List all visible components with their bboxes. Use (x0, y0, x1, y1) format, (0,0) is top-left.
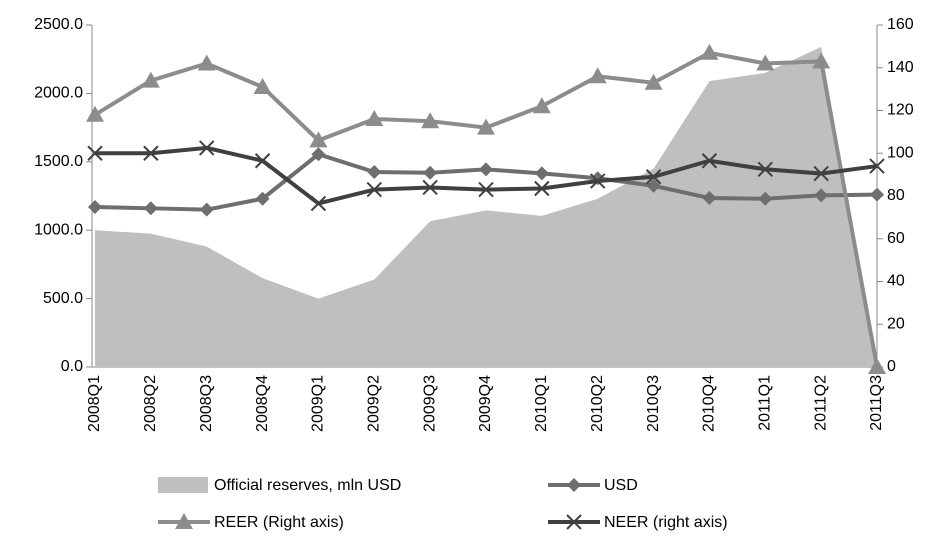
marker (479, 162, 493, 177)
marker (309, 131, 328, 148)
y-tick-label: 2000.0 (34, 85, 83, 102)
x-tick-label: 2008Q4 (254, 375, 271, 432)
marker (255, 191, 270, 206)
marker (588, 67, 607, 84)
marker (197, 54, 216, 71)
y2-tick-label: 140 (887, 59, 914, 76)
y-tick-label: 0.0 (61, 358, 83, 375)
marker (367, 165, 382, 180)
marker (646, 178, 661, 193)
marker (311, 147, 326, 162)
legend-label: USD (604, 477, 638, 494)
marker (757, 161, 773, 177)
legend-marker (566, 514, 582, 530)
marker (812, 52, 831, 69)
marker (532, 97, 551, 114)
x-tick-label: 2008Q3 (198, 375, 215, 432)
marker (645, 169, 662, 185)
y2-tick-label: 20 (887, 315, 905, 332)
marker (86, 105, 104, 122)
marker (421, 112, 440, 129)
marker (422, 179, 438, 196)
marker (87, 145, 103, 161)
x-tick-label: 2009Q1 (310, 375, 327, 432)
marker (756, 54, 775, 71)
marker (253, 77, 272, 94)
marker (534, 180, 550, 197)
y2-tick-label: 0 (887, 358, 896, 375)
x-tick-label: 2009Q4 (477, 375, 494, 432)
x-tick-label: 2010Q4 (701, 375, 718, 432)
legend-label: Official reserves, mln USD (214, 477, 401, 494)
marker (310, 195, 327, 212)
marker (870, 187, 884, 202)
marker (477, 118, 495, 135)
marker (869, 158, 885, 174)
legend-item: NEER (right axis) (548, 514, 728, 531)
marker (88, 199, 102, 214)
y2-tick-label: 80 (887, 187, 905, 204)
y-tick-label: 2500.0 (34, 16, 83, 33)
marker (478, 181, 494, 198)
y2-tick-label: 40 (887, 273, 905, 290)
x-tick-label: 2010Q2 (589, 375, 606, 432)
marker (868, 358, 886, 374)
legend-label: NEER (right axis) (604, 514, 728, 531)
marker (814, 188, 829, 203)
marker (701, 153, 718, 169)
y-tick-label: 1000.0 (34, 221, 83, 238)
marker (366, 181, 382, 198)
marker (141, 71, 160, 88)
marker (199, 202, 214, 217)
legend-label: REER (Right axis) (214, 514, 344, 531)
legend-swatch (158, 477, 208, 493)
legend-item: Official reserves, mln USD (158, 477, 401, 494)
marker (143, 145, 159, 161)
marker (534, 166, 549, 181)
x-tick-label: 2011Q1 (757, 375, 774, 431)
area (95, 46, 877, 367)
y-tick-label: 1500.0 (34, 153, 83, 170)
x-tick-label: 2009Q2 (366, 375, 383, 432)
marker (423, 165, 438, 180)
marker (813, 165, 829, 182)
y2-tick-label: 120 (887, 102, 914, 119)
marker (254, 153, 271, 169)
marker (702, 191, 717, 206)
x-tick-label: 2009Q3 (421, 375, 438, 432)
x-tick-label: 2011Q2 (812, 375, 829, 431)
marker (590, 173, 606, 189)
y-tick-label: 500.0 (43, 290, 83, 307)
marker (365, 110, 384, 127)
x-tick-label: 2010Q3 (645, 375, 662, 432)
marker (758, 191, 773, 206)
legend-marker (567, 478, 581, 492)
marker (644, 73, 663, 90)
x-tick-label: 2010Q1 (533, 375, 550, 432)
legend-item: USD (548, 477, 638, 494)
legend-marker (175, 513, 193, 529)
x-tick-label: 2008Q2 (142, 375, 159, 432)
marker (700, 43, 719, 60)
marker (143, 201, 158, 216)
legend-item: REER (Right axis) (158, 513, 344, 531)
y2-tick-label: 100 (887, 144, 914, 161)
marker (199, 140, 215, 156)
x-tick-label: 2008Q1 (86, 375, 103, 432)
x-tick-label: 2011Q3 (868, 375, 885, 431)
y2-tick-label: 160 (887, 16, 914, 33)
y2-tick-label: 60 (887, 230, 905, 247)
